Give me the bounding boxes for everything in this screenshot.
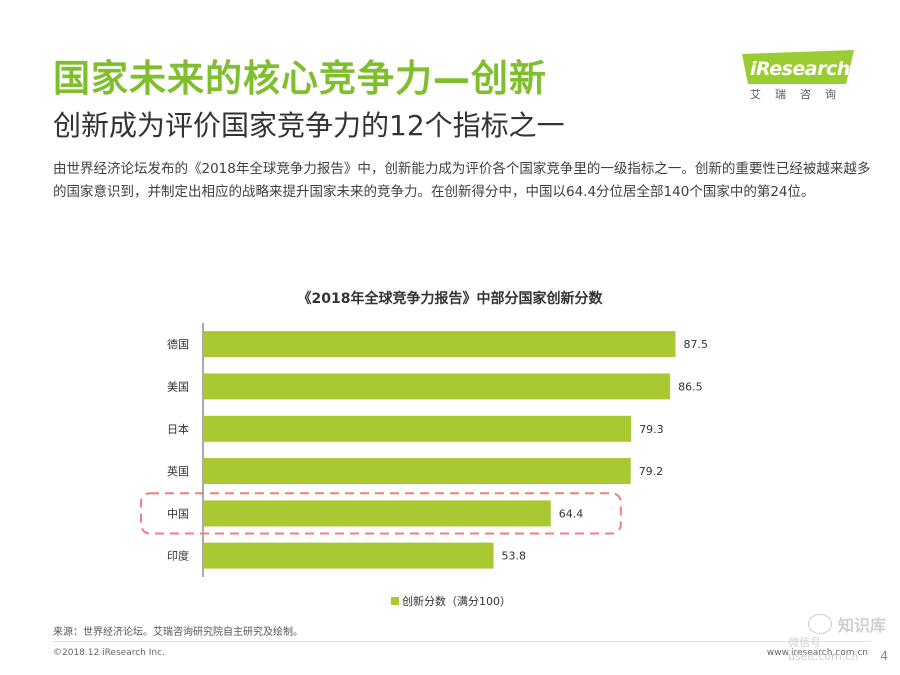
watermark-line2: 微信号 useit.com.cn: [788, 636, 859, 663]
category-label-0: 德国: [167, 337, 189, 351]
logo-cn-text: 艾瑞咨询: [750, 88, 850, 101]
website-text: www.iresearch.com.cn: [766, 648, 868, 658]
logo-badge-shape: [742, 50, 854, 84]
bar-3: [203, 458, 631, 484]
legend-swatch: [391, 597, 399, 605]
legend-label: 创新分数（满分100）: [402, 594, 511, 608]
value-label-1: 86.5: [678, 380, 703, 393]
category-label-4: 中国: [167, 507, 189, 520]
innovation-bar-chart: 《2018年全球竞争力报告》中部分国家创新分数 德国 87.5 美国 86.5 日本 79…: [140, 290, 709, 608]
value-label-3: 79.2: [639, 465, 664, 478]
watermark: 知识库 微信号 useit.com.cn: [788, 608, 888, 663]
intro-paragraph: 由世界经济论坛发布的《2018年全球竞争力报告》中，创新能力成为评价各个国家竞争…: [53, 161, 871, 200]
category-label-5: 印度: [167, 549, 189, 563]
value-label-4: 64.4: [559, 507, 584, 520]
category-label-1: 美国: [167, 380, 189, 393]
iresearch-logo: iResearch 艾瑞咨询: [742, 50, 862, 106]
page-title: 国家未来的核心竞争力—创新: [53, 57, 547, 100]
wechat-icon: [808, 614, 832, 634]
category-label-2: 日本: [167, 422, 189, 436]
page-subtitle: 创新成为评价国家竞争力的12个指标之一: [53, 109, 565, 142]
value-label-5: 53.8: [502, 550, 527, 563]
logo-brand-text: iResearch: [750, 58, 850, 80]
chart-title: 《2018年全球竞争力报告》中部分国家创新分数: [298, 290, 604, 307]
bar-5: [203, 542, 494, 569]
footer-divider: [53, 641, 871, 642]
value-label-2: 79.3: [639, 423, 664, 436]
bar-1: [203, 373, 671, 400]
watermark-line1: 知识库: [838, 616, 887, 635]
copyright-text: ©2018.12 iResearch Inc.: [53, 648, 165, 658]
bar-4: [203, 500, 551, 527]
value-label-0: 87.5: [684, 338, 709, 351]
china-highlight-box: [140, 492, 622, 535]
bar-2: [203, 415, 632, 442]
bar-0: [203, 331, 676, 358]
source-note: 来源：世界经济论坛。艾瑞咨询研究院自主研究及绘制。: [53, 627, 303, 638]
page-number: 4: [880, 649, 888, 663]
category-label-3: 英国: [167, 464, 189, 478]
